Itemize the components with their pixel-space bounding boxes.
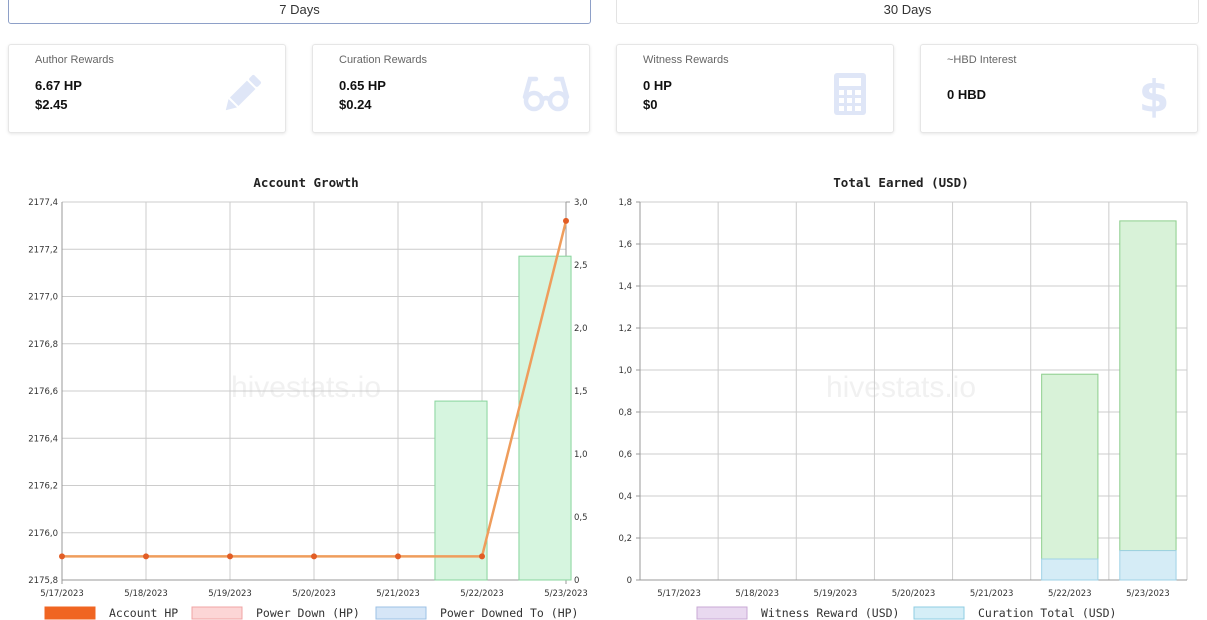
y-left-tick-label: 2176,2 bbox=[28, 482, 58, 492]
legend-label: Witness Reward (USD) bbox=[761, 606, 899, 620]
tab-30-days[interactable]: 30 Days bbox=[616, 0, 1199, 24]
card-title: Author Rewards bbox=[35, 54, 114, 66]
y-left-tick-label: 2177,2 bbox=[28, 245, 58, 255]
account-growth-title: Account Growth bbox=[253, 175, 358, 190]
x-tick-label: 5/19/2023 bbox=[814, 589, 858, 599]
author-rewards-card: Author Rewards 6.67 HP $2.45 bbox=[8, 44, 286, 133]
svg-text:$: $ bbox=[1139, 71, 1170, 119]
card-title: ~HBD Interest bbox=[947, 54, 1017, 66]
x-tick-label: 5/17/2023 bbox=[657, 589, 701, 599]
x-tick-label: 5/23/2023 bbox=[1126, 589, 1170, 599]
card-value-usd: $0.24 bbox=[339, 97, 372, 112]
card-title: Curation Rewards bbox=[339, 54, 428, 66]
legend-label: Curation Total (USD) bbox=[978, 606, 1116, 620]
tab-30-days-label: 30 Days bbox=[883, 1, 932, 17]
y-right-tick-label: 1,5 bbox=[574, 387, 588, 397]
legend-label: Power Down (HP) bbox=[256, 606, 360, 620]
pencil-icon bbox=[225, 75, 261, 111]
legend-swatch bbox=[696, 606, 748, 620]
card-value-hp: 0.65 HP bbox=[339, 78, 386, 93]
account-hp-point bbox=[563, 217, 569, 224]
y-left-tick-label: 2175,8 bbox=[28, 576, 58, 586]
x-tick-label: 5/18/2023 bbox=[735, 589, 779, 599]
y-tick-label: 0,6 bbox=[618, 450, 632, 460]
y-right-tick-label: 2,0 bbox=[574, 324, 588, 334]
y-right-tick-label: 1,0 bbox=[574, 450, 588, 460]
y-left-tick-label: 2176,6 bbox=[28, 387, 58, 397]
account-hp-point bbox=[311, 553, 317, 560]
x-tick-label: 5/18/2023 bbox=[124, 589, 168, 599]
y-left-tick-label: 2176,0 bbox=[28, 529, 58, 539]
card-value-usd: $2.45 bbox=[35, 97, 68, 112]
y-left-tick-label: 2177,4 bbox=[28, 198, 58, 208]
y-right-tick-label: 0,5 bbox=[574, 513, 588, 523]
x-tick-label: 5/21/2023 bbox=[376, 589, 420, 599]
calculator-icon bbox=[834, 73, 866, 115]
hbd-interest-card: ~HBD Interest 0 HBD $ bbox=[920, 44, 1198, 133]
curation-total-bar bbox=[1041, 558, 1099, 581]
glasses-icon bbox=[522, 76, 570, 112]
y-tick-label: 1,4 bbox=[618, 282, 632, 292]
y-tick-label: 0 bbox=[627, 576, 632, 586]
x-tick-label: 5/20/2023 bbox=[292, 589, 336, 599]
account-hp-point bbox=[143, 553, 149, 560]
curation-rewards-card: Curation Rewards 0.65 HP $0.24 bbox=[312, 44, 590, 133]
account-hp-point bbox=[479, 553, 485, 560]
legend-swatch bbox=[913, 606, 965, 620]
legend-swatch bbox=[191, 606, 243, 620]
y-right-tick-label: 3,0 bbox=[574, 198, 588, 208]
y-left-tick-label: 2176,8 bbox=[28, 340, 58, 350]
dollar-icon: $ bbox=[1139, 71, 1170, 119]
x-tick-label: 5/17/2023 bbox=[40, 589, 84, 599]
curation-total-bar bbox=[1119, 550, 1177, 581]
power-down-bar bbox=[434, 400, 488, 581]
tab-7-days-label: 7 Days bbox=[279, 1, 320, 17]
power-down-bar bbox=[518, 255, 572, 581]
legend-label: Power Downed To (HP) bbox=[440, 606, 578, 620]
card-value-usd: $0 bbox=[643, 97, 658, 112]
legend-swatch bbox=[44, 606, 96, 620]
account-hp-point bbox=[59, 553, 65, 560]
card-value-hp: 6.67 HP bbox=[35, 78, 82, 93]
y-tick-label: 1,8 bbox=[618, 198, 632, 208]
legend-label: Account HP bbox=[109, 606, 178, 620]
y-tick-label: 1,0 bbox=[618, 366, 632, 376]
y-left-tick-label: 2176,4 bbox=[28, 434, 58, 444]
x-tick-label: 5/22/2023 bbox=[460, 589, 504, 599]
card-title: Witness Rewards bbox=[643, 54, 729, 66]
author-total-bar bbox=[1119, 220, 1177, 552]
account-hp-point bbox=[395, 553, 401, 560]
y-tick-label: 0,8 bbox=[618, 408, 632, 418]
y-tick-label: 1,2 bbox=[618, 324, 632, 334]
x-tick-label: 5/19/2023 bbox=[208, 589, 252, 599]
card-value-hbd: 0 HBD bbox=[947, 87, 987, 102]
x-tick-label: 5/22/2023 bbox=[1048, 589, 1092, 599]
witness-rewards-card: Witness Rewards 0 HP $0 bbox=[616, 44, 894, 133]
account-growth-watermark: hivestats.io bbox=[231, 371, 381, 404]
author-total-bar bbox=[1041, 373, 1099, 560]
y-right-tick-label: 2,5 bbox=[574, 261, 588, 271]
legend-swatch bbox=[375, 606, 427, 620]
total-earned-watermark: hivestats.io bbox=[826, 371, 976, 404]
account-hp-point bbox=[227, 553, 233, 560]
total-earned-title: Total Earned (USD) bbox=[833, 175, 968, 190]
y-tick-label: 0,4 bbox=[618, 492, 632, 502]
x-tick-label: 5/20/2023 bbox=[892, 589, 936, 599]
x-tick-label: 5/21/2023 bbox=[970, 589, 1014, 599]
y-tick-label: 0,2 bbox=[618, 534, 632, 544]
y-right-tick-label: 0 bbox=[574, 576, 579, 586]
x-tick-label: 5/23/2023 bbox=[544, 589, 588, 599]
tab-7-days[interactable]: 7 Days bbox=[8, 0, 591, 24]
y-tick-label: 1,6 bbox=[618, 240, 632, 250]
card-value-hp: 0 HP bbox=[643, 78, 672, 93]
y-left-tick-label: 2177,0 bbox=[28, 293, 58, 303]
